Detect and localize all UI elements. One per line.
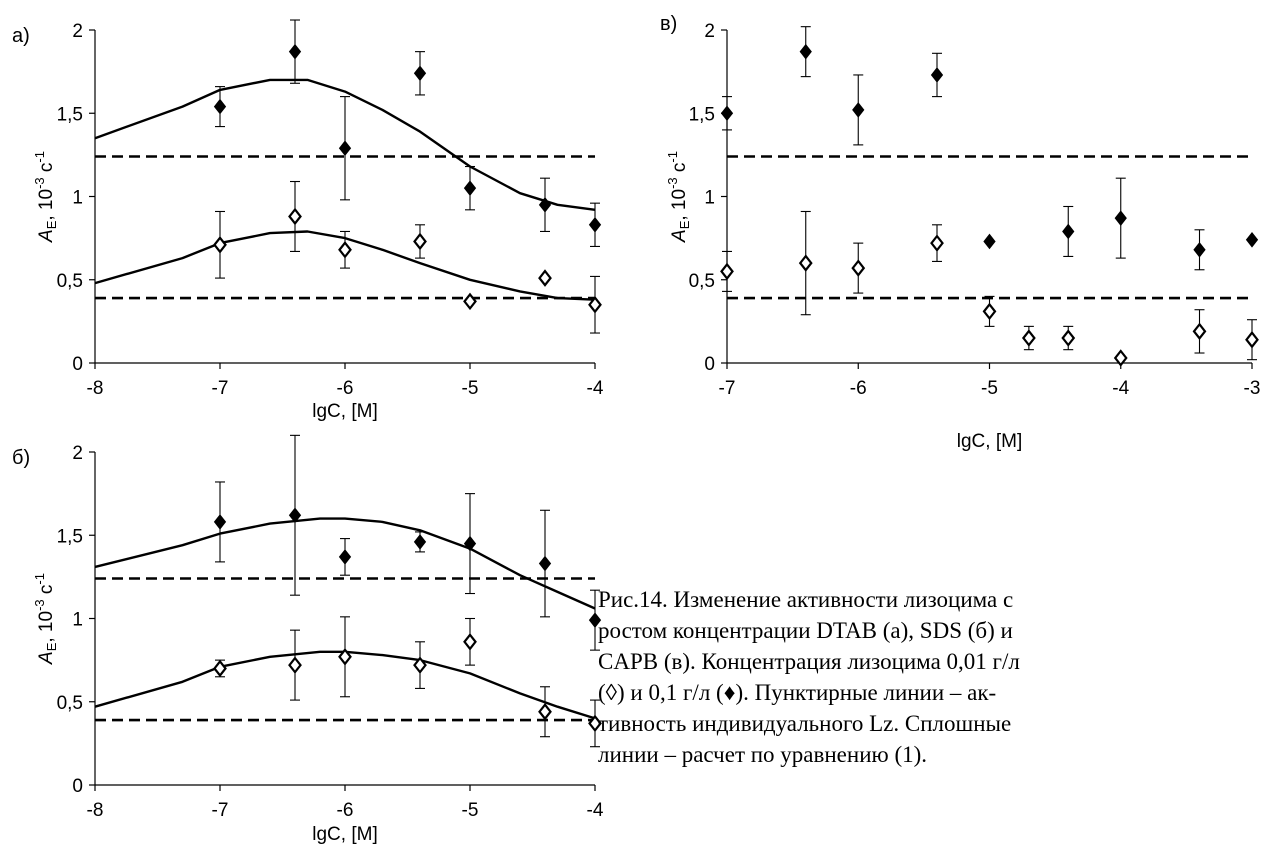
data-point-filled-diamond bbox=[930, 67, 944, 83]
panel-label: б) bbox=[12, 447, 30, 469]
data-point-open-diamond bbox=[798, 254, 813, 272]
data-point-open-diamond bbox=[538, 269, 552, 287]
y-tick-label: 1 bbox=[72, 610, 83, 631]
chart-panel-b: 0 0,5 1 1,5 2 -8 -7 -6 -5 -4 б) lgC, [M] AE, 10-3 с-… bbox=[12, 434, 604, 845]
x-tick-label: -8 bbox=[87, 378, 104, 399]
y-tick-label: 1 bbox=[704, 188, 715, 209]
data-point-open-diamond bbox=[538, 702, 552, 721]
data-point-open-diamond bbox=[588, 295, 602, 314]
data-point-filled-diamond bbox=[213, 98, 227, 115]
x-tick-label: -4 bbox=[587, 378, 604, 399]
data-point-open-diamond bbox=[463, 292, 477, 311]
y-tick-label: 0,5 bbox=[689, 271, 715, 292]
data-point-filled-diamond bbox=[983, 233, 996, 250]
y-tick-label: 0,5 bbox=[57, 271, 83, 292]
y-tick-label: 0,5 bbox=[57, 693, 83, 714]
data-point-open-diamond bbox=[413, 656, 427, 674]
data-point-open-diamond bbox=[851, 259, 866, 277]
data-point-open-diamond bbox=[338, 240, 352, 259]
data-point-filled-diamond bbox=[213, 514, 227, 530]
data-point-filled-diamond bbox=[463, 535, 477, 552]
data-point-filled-diamond bbox=[538, 555, 552, 572]
data-point-filled-diamond bbox=[413, 65, 427, 82]
panel-label: а) bbox=[12, 25, 30, 47]
x-tick-label: -7 bbox=[212, 800, 229, 821]
y-tick-label: 1,5 bbox=[57, 526, 83, 547]
data-point-open-diamond bbox=[720, 262, 734, 281]
x-axis-label: lgC, [M] bbox=[312, 401, 377, 422]
data-point-open-diamond bbox=[588, 714, 602, 733]
data-point-open-diamond bbox=[213, 659, 227, 678]
x-tick-label: -5 bbox=[462, 378, 479, 399]
data-point-filled-diamond bbox=[338, 140, 352, 157]
y-tick-label: 2 bbox=[72, 443, 83, 464]
figure-caption: Рис.14. Изменение активности лизоцима с … bbox=[598, 587, 1020, 767]
y-tick-label: 1 bbox=[72, 188, 83, 209]
data-point-open-diamond bbox=[463, 633, 477, 651]
panel-label: в) bbox=[660, 13, 677, 35]
chart-panel-a: 0 0,5 1 1,5 2 -8 -7 -6 -5 -4 а) lgC, [M] AE, 10-3 с-… bbox=[12, 19, 604, 422]
data-point-filled-diamond bbox=[1193, 241, 1206, 258]
data-point-open-diamond bbox=[213, 236, 227, 254]
y-tick-label: 1,5 bbox=[57, 104, 83, 125]
x-tick-label: -6 bbox=[850, 378, 867, 399]
data-point-filled-diamond bbox=[288, 507, 302, 524]
x-tick-label: -5 bbox=[981, 378, 998, 399]
chart-panel-v: 0 0,5 1 1,5 2 -7 -6 -5 -4 -3 в) lgC, [M] AE, 10-3 с-… bbox=[660, 13, 1260, 452]
y-tick-label: 0 bbox=[72, 354, 83, 375]
data-point-open-diamond bbox=[288, 656, 302, 674]
data-point-open-diamond bbox=[288, 207, 302, 226]
data-point-filled-diamond bbox=[413, 534, 427, 550]
x-tick-label: -6 bbox=[337, 800, 354, 821]
data-point-filled-diamond bbox=[852, 102, 865, 118]
fit-curve bbox=[94, 78, 596, 211]
fit-curve bbox=[94, 650, 596, 720]
data-point-filled-diamond bbox=[1114, 210, 1127, 226]
data-point-open-diamond bbox=[1061, 329, 1076, 347]
data-point-open-diamond bbox=[1113, 349, 1128, 367]
data-point-open-diamond bbox=[338, 648, 352, 666]
data-point-filled-diamond bbox=[588, 216, 602, 233]
data-point-open-diamond bbox=[1245, 330, 1259, 349]
data-point-filled-diamond bbox=[538, 197, 552, 213]
y-tick-label: 1,5 bbox=[689, 104, 715, 125]
x-axis-label: lgC, [M] bbox=[312, 824, 377, 845]
data-point-filled-diamond bbox=[463, 180, 477, 196]
x-tick-label: -4 bbox=[587, 800, 604, 821]
data-point-filled-diamond bbox=[720, 105, 734, 122]
data-point-filled-diamond bbox=[588, 612, 602, 628]
y-tick-label: 0 bbox=[704, 354, 715, 375]
y-axis-label: AE, 10-3 с-1 bbox=[32, 151, 59, 243]
x-tick-label: -7 bbox=[719, 378, 736, 399]
x-tick-label: -3 bbox=[1244, 378, 1261, 399]
x-tick-label: -8 bbox=[87, 800, 104, 821]
data-point-filled-diamond bbox=[288, 43, 302, 60]
y-axis-label: AE, 10-3 с-1 bbox=[32, 573, 59, 665]
y-axis-label: AE, 10-3 с-1 bbox=[665, 151, 692, 243]
y-tick-label: 0 bbox=[72, 776, 83, 797]
data-point-open-diamond bbox=[1192, 322, 1207, 341]
y-tick-label: 2 bbox=[704, 21, 715, 42]
x-tick-label: -5 bbox=[462, 800, 479, 821]
data-point-filled-diamond bbox=[338, 549, 352, 565]
y-tick-label: 2 bbox=[72, 21, 83, 42]
data-point-open-diamond bbox=[1021, 329, 1036, 347]
data-point-filled-diamond bbox=[799, 43, 812, 60]
x-axis-label: lgC, [M] bbox=[957, 431, 1022, 452]
data-point-open-diamond bbox=[982, 302, 997, 321]
data-point-filled-diamond bbox=[1245, 231, 1259, 248]
x-tick-label: -4 bbox=[1112, 378, 1129, 399]
data-point-filled-diamond bbox=[1062, 223, 1075, 240]
x-tick-label: -7 bbox=[212, 378, 229, 399]
data-point-open-diamond bbox=[930, 234, 944, 252]
data-point-open-diamond bbox=[413, 232, 427, 251]
x-tick-label: -6 bbox=[337, 378, 354, 399]
